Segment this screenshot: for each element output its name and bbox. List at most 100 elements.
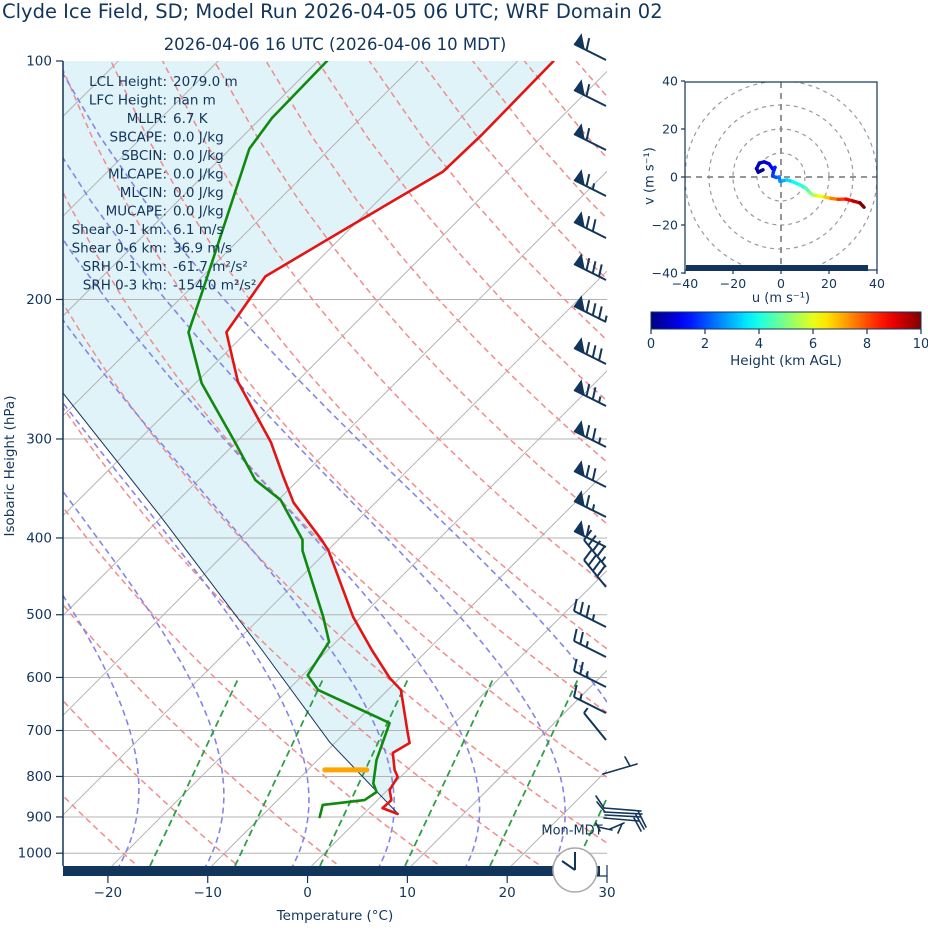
- isotherm-line: [63, 61, 319, 317]
- stat-label: LFC Height:: [89, 93, 167, 109]
- barb-half: [583, 707, 589, 714]
- barb-pennant: [574, 295, 585, 312]
- skew-t-plot-area: [63, 61, 928, 870]
- wind-barb: [573, 337, 607, 365]
- stat-value: 0.0 J/kg: [173, 185, 224, 201]
- stat-label: SRH 0-1 km:: [83, 259, 167, 275]
- barb-full: [596, 565, 606, 577]
- barb-half: [591, 183, 596, 190]
- moist-adiabat-line: [63, 318, 396, 866]
- barb-full: [598, 264, 603, 277]
- barb-full: [591, 345, 597, 358]
- barb-full: [591, 219, 597, 232]
- stat-label: SBCAPE:: [110, 130, 167, 146]
- barb-full: [591, 303, 597, 316]
- stat-label: SRH 0-3 km:: [83, 278, 167, 294]
- hodograph-range-ring: [732, 128, 830, 226]
- colorbar-tick-label: 8: [863, 337, 871, 352]
- clock-icon: [552, 847, 598, 893]
- hodograph-v-tick-label: 0: [670, 170, 678, 185]
- hodograph-u-tick-label: 20: [821, 276, 837, 291]
- temperature-tick-label: 20: [499, 885, 516, 901]
- barb-full: [591, 261, 597, 274]
- wind-barb: [573, 684, 607, 714]
- barb-half: [598, 396, 602, 403]
- barb-half: [598, 437, 602, 444]
- hodograph-u-tick-label: −20: [720, 276, 746, 291]
- pressure-tick-label: 600: [26, 670, 52, 686]
- pressure-axis-label: Isobaric Height (hPa): [2, 395, 18, 537]
- hodograph-trace: [754, 160, 866, 209]
- barb-full: [585, 383, 591, 397]
- hodograph-plot-area: [685, 82, 877, 270]
- barb-full: [585, 424, 591, 438]
- pressure-tick-label: 200: [26, 292, 52, 308]
- barb-full: [585, 257, 591, 271]
- barb-pennant: [574, 490, 585, 507]
- barb-full: [587, 534, 597, 547]
- temperature-tick-label: −10: [193, 885, 222, 901]
- barb-pennant: [574, 79, 585, 96]
- stat-value: 0.0 J/kg: [173, 204, 224, 220]
- hodograph-u-tick-label: 40: [869, 276, 885, 291]
- pressure-tick-label: 1000: [18, 846, 52, 862]
- dewpoint-curve: [187, 61, 391, 819]
- barb-full: [587, 554, 597, 567]
- wind-barb: [573, 658, 607, 688]
- isotherm-line: [111, 370, 607, 866]
- dry-adiabat-line: [523, 61, 607, 159]
- wind-barb: [583, 707, 607, 741]
- isotherm-line: [63, 61, 219, 217]
- surface-barb-cluster: [595, 756, 647, 834]
- barb-half: [579, 693, 583, 701]
- barb-full: [585, 341, 591, 355]
- barb-pennant: [574, 253, 585, 270]
- parcel-profile-line: [63, 392, 398, 814]
- stat-value: -61.7 m²/s²: [173, 259, 248, 275]
- stat-label: SBCIN:: [121, 148, 167, 164]
- barb-half: [600, 556, 607, 563]
- wind-barb: [583, 549, 607, 588]
- hodograph-v-tick-label: −20: [652, 218, 678, 233]
- wind-barb: [573, 598, 607, 628]
- mixing-ratio-line: [660, 677, 749, 866]
- barb-full: [579, 601, 584, 615]
- pressure-tick-label: 400: [26, 530, 52, 546]
- barb-half: [591, 504, 596, 511]
- hodograph-v-tick-label: 40: [662, 74, 678, 89]
- stat-label: Shear 0-6 km:: [72, 241, 167, 257]
- dry-adiabat-line: [679, 61, 928, 870]
- hodograph-u-tick-label: −40: [672, 276, 698, 291]
- dry-adiabat-line: [63, 301, 607, 844]
- stat-value: 0.0 J/kg: [173, 148, 224, 164]
- parcel-temperature-shading: [63, 61, 554, 814]
- barb-full: [591, 428, 597, 441]
- isotherm-line: [211, 470, 607, 866]
- mixing-ratio-line: [149, 676, 240, 866]
- stat-value: 0.0 J/kg: [173, 167, 224, 183]
- colorbar-tick-label: 10: [913, 337, 928, 352]
- dry-adiabat-line: [63, 506, 442, 866]
- temperature-curve: [225, 61, 555, 816]
- wind-barb: [573, 123, 607, 151]
- barb-full: [579, 661, 584, 675]
- barb-full: [585, 299, 591, 313]
- wind-barb: [573, 460, 607, 488]
- pressure-tick-label: 800: [26, 769, 52, 785]
- height-colorbar: [650, 311, 922, 330]
- colorbar-tick-label: 0: [647, 337, 655, 352]
- hodograph-u-axis-label: u (m s⁻¹): [751, 291, 811, 306]
- valid-time-subtitle: 2026-04-06 16 UTC (2026-04-06 10 MDT): [163, 35, 507, 54]
- stat-label: MLCIN:: [120, 185, 167, 201]
- barb-full: [573, 628, 578, 642]
- barb-pennant: [574, 169, 585, 186]
- isotherm-line: [63, 270, 607, 816]
- moist-adiabat-line: [63, 238, 481, 866]
- barb-pennant: [574, 33, 585, 50]
- pressure-tick-label: 100: [26, 54, 52, 70]
- wind-barb: [573, 253, 607, 281]
- figure-title: Clyde Ice Field, SD; Model Run 2026-04-0…: [2, 0, 663, 23]
- isotherm-line: [63, 170, 607, 716]
- barb-pennant: [574, 211, 585, 228]
